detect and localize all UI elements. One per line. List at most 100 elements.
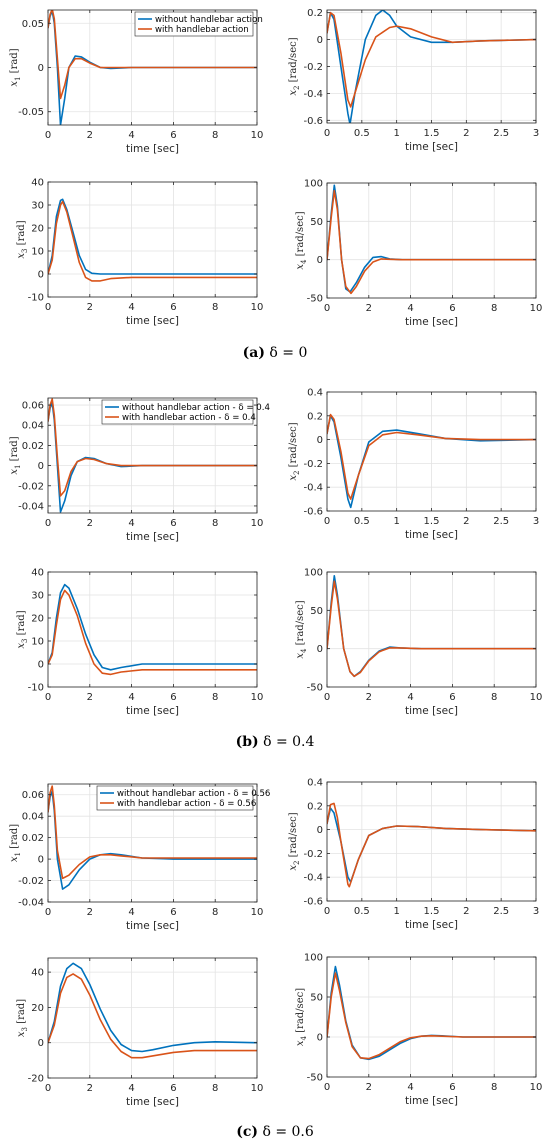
c-x2-ytick-label-2: -0.2	[303, 849, 323, 860]
b-x3-ytick-label-5: 40	[31, 568, 44, 579]
c-x1-legend-entry-0: without handlebar action - δ = 0.56	[117, 789, 270, 799]
a-x4-series-with-line	[327, 189, 536, 295]
b-x1-ytick-label-0: -0.04	[18, 501, 44, 512]
c-x2-xtick-label-4: 2	[463, 906, 469, 917]
b-x3-xtick-label-2: 4	[128, 692, 134, 703]
c-x4-xtick-label-0: 0	[324, 1082, 330, 1093]
a-x2-xtick-label-2: 1	[393, 128, 399, 139]
b-x3-ylabel-sub: 3	[21, 639, 29, 643]
c-x1-xtick-label-2: 4	[128, 907, 134, 918]
a-x3-ylabel-unit: [rad]	[16, 220, 27, 248]
c-x3-ylabel: x3 [rad]	[16, 999, 29, 1037]
b-x2-ylabel-sub: 2	[293, 471, 301, 475]
a-x1-ytick-label-0: -0.05	[18, 107, 44, 118]
b-x2-ytick-label-3: 0	[317, 435, 323, 446]
c-x3-ytick-label-2: 20	[31, 1003, 44, 1014]
c-x2-ylabel-var: x	[288, 865, 299, 871]
c-x2-xtick-label-2: 1	[393, 906, 399, 917]
b-x1-ylabel: x1 [rad]	[9, 436, 22, 474]
a-x2-xtick-label-6: 3	[533, 128, 539, 139]
c-x1-xtick-label-5: 10	[251, 907, 264, 918]
b-x3-ytick-label-3: 20	[31, 614, 44, 625]
a-x2-xtick-label-1: 0.5	[354, 128, 370, 139]
b-x2-xtick-label-3: 1.5	[424, 516, 440, 527]
c-x2-xtick-label-3: 1.5	[424, 906, 440, 917]
c-x2-ytick-label-3: 0	[317, 825, 323, 836]
c-x4-ylabel-var: x	[295, 1040, 306, 1046]
a-x1-ylabel-sub: 1	[14, 77, 22, 81]
b-x4-ylabel-var: x	[295, 653, 306, 659]
a-x3-xtick-label-5: 10	[251, 302, 264, 313]
c-x1-axes-box	[47, 783, 258, 903]
b-x4-xtick-label-2: 4	[407, 692, 413, 703]
a-x3-ylabel-sub: 3	[21, 249, 29, 253]
c-x1-ylabel: x1 [rad]	[9, 824, 22, 862]
c-x1-series-with-line	[48, 785, 257, 880]
c-x1-xtick-label-4: 8	[212, 907, 218, 918]
a-x2-ylabel-var: x	[288, 90, 299, 96]
caption-c: (c) δ = 0.6	[236, 1124, 314, 1140]
b-x1-ytick-label-2: 0	[38, 461, 44, 472]
c-x1-ylabel-sub: 1	[14, 852, 22, 856]
c-x1-ytick-label-4: 0.04	[22, 812, 44, 823]
b-x1-xlabel: time [sec]	[126, 531, 179, 543]
c-x1-ytick-label-5: 0.06	[22, 790, 44, 801]
a-x2-ytick-label-4: 0.2	[307, 8, 323, 19]
a-x3-ytick-label-3: 20	[31, 224, 44, 235]
a-x4-ylabel-var: x	[295, 264, 306, 270]
a-x3-xtick-label-1: 2	[87, 302, 93, 313]
a-x1-ytick-label-1: 0	[38, 63, 44, 74]
a-x4-ytick-label-1: 0	[317, 255, 323, 266]
a-x2-ytick-label-2: -0.2	[303, 62, 323, 73]
b-x2-ytick-label-1: -0.4	[303, 483, 323, 494]
b-x4-axes-box	[326, 571, 537, 688]
b-x4-ytick-label-3: 100	[304, 568, 323, 579]
a-x2-ylabel-sub: 2	[293, 86, 301, 90]
c-x4-xlabel: time [sec]	[405, 1095, 458, 1107]
b-x4-ytick-label-0: -50	[307, 683, 323, 694]
b-x2-xlabel: time [sec]	[405, 529, 458, 541]
b-x1-legend-entry-0: without handlebar action - δ = 0.4	[122, 403, 270, 413]
b-x2-xtick-label-2: 1	[393, 516, 399, 527]
a-x1-ylabel-var: x	[9, 81, 20, 87]
c-x3-xtick-label-0: 0	[45, 1083, 51, 1094]
a-x1-legend-entry-1: with handlebar action	[155, 25, 249, 35]
a-x4-xtick-label-2: 4	[407, 303, 413, 314]
b-x2-ytick-label-0: -0.6	[303, 507, 323, 518]
a-x3-xtick-label-4: 8	[212, 302, 218, 313]
c-x3-ytick-label-3: 40	[31, 968, 44, 979]
a-x1-xtick-label-1: 2	[87, 130, 93, 141]
b-x1-axes-box	[47, 397, 258, 514]
c-x3-xlabel: time [sec]	[126, 1096, 179, 1108]
c-x3-ytick-label-0: -20	[28, 1074, 44, 1085]
b-x2-ylabel-unit: [rad/sec]	[288, 422, 299, 470]
c-x2-ytick-label-0: -0.6	[303, 897, 323, 908]
c-x4-xtick-label-4: 8	[491, 1082, 497, 1093]
c-x1-ytick-label-3: 0.02	[22, 833, 44, 844]
b-x3-plot-area	[48, 572, 257, 687]
b-x4-xlabel: time [sec]	[405, 705, 458, 717]
b-x3-xtick-label-0: 0	[45, 692, 51, 703]
b-x4-xtick-label-4: 8	[491, 692, 497, 703]
b-x1-series-with-line	[48, 398, 257, 497]
b-x2-xtick-label-5: 2.5	[493, 516, 509, 527]
b-x4-xtick-label-5: 10	[530, 692, 543, 703]
b-x1-xtick-label-5: 10	[251, 518, 264, 529]
a-x3-ytick-label-4: 30	[31, 201, 44, 212]
b-x3-series-without-line	[48, 583, 257, 671]
a-x1-legend-box	[134, 11, 254, 37]
c-x4-ytick-label-2: 50	[310, 993, 323, 1004]
b-x1-legend-entry-1: with handlebar action - δ = 0.4	[122, 413, 256, 423]
a-x1-xlabel: time [sec]	[126, 143, 179, 155]
a-x1-xtick-label-0: 0	[45, 130, 51, 141]
a-x1-ylabel-unit: [rad]	[9, 48, 20, 76]
c-x3-ylabel-unit: [rad]	[16, 999, 27, 1027]
b-x3-series-with-line	[48, 589, 257, 676]
a-x2-ytick-label-0: -0.6	[303, 116, 323, 127]
a-x3-xtick-label-0: 0	[45, 302, 51, 313]
c-x2-xtick-label-5: 2.5	[493, 906, 509, 917]
